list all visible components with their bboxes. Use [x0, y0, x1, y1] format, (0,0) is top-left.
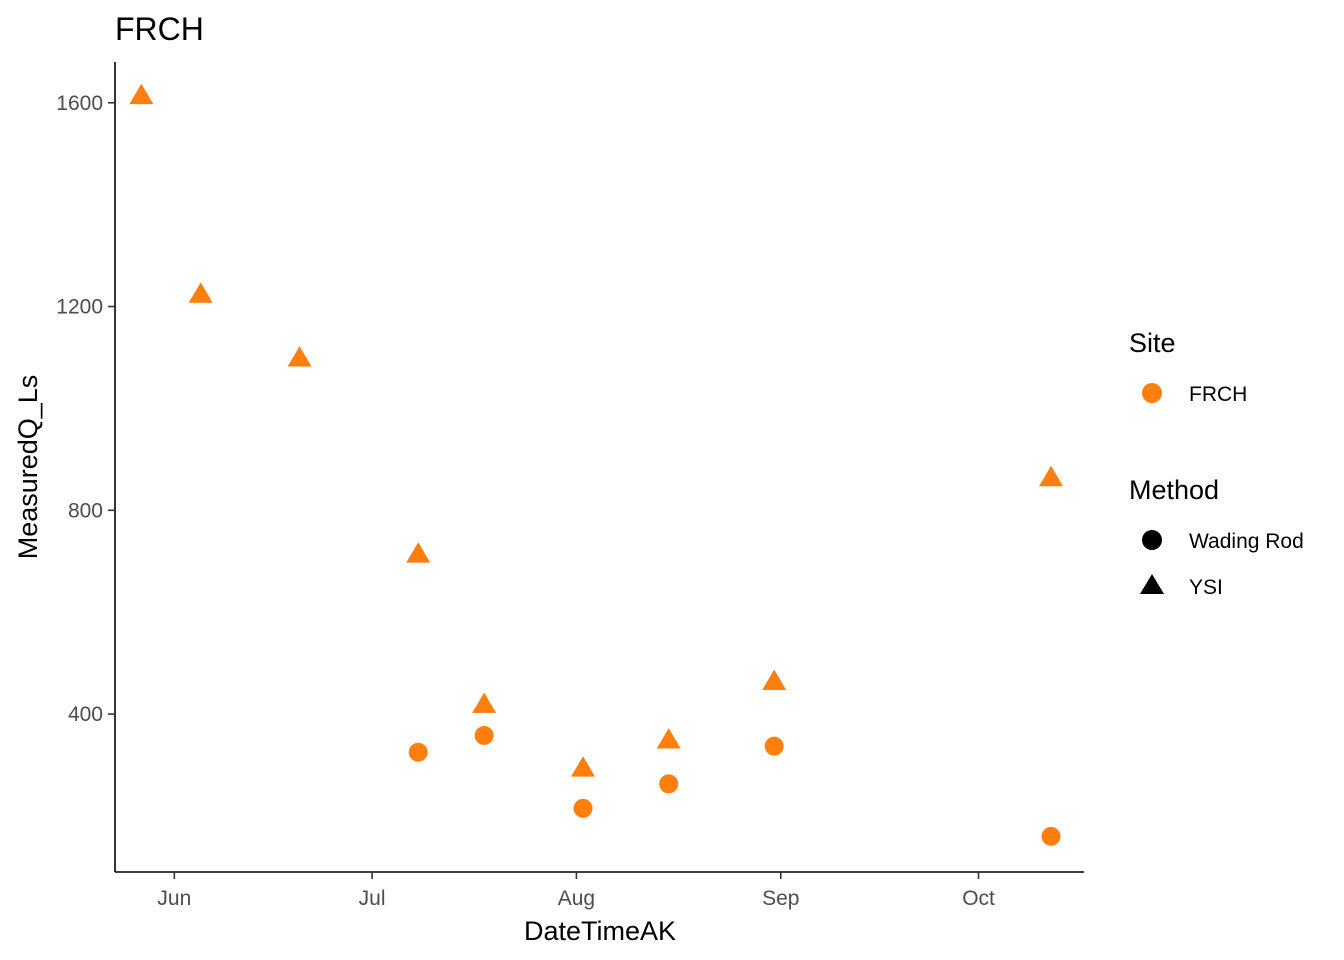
ysi-point [188, 282, 213, 303]
x-tick-label: Jun [157, 887, 191, 910]
y-tick-label: 1200 [56, 296, 103, 319]
wading-rod-point [573, 798, 593, 818]
legend-label-frch: FRCH [1189, 383, 1247, 406]
legend-title-site: Site [1129, 328, 1176, 358]
legend-label-ysi: YSI [1189, 576, 1223, 599]
wading-rod-point [474, 725, 494, 745]
ysi-point [129, 83, 154, 105]
wading-rod-point [659, 774, 679, 794]
x-axis-title: DateTimeAK [524, 916, 676, 946]
ysi-point [472, 692, 497, 713]
wading-rod-point [408, 742, 428, 762]
y-axis-title: MeasuredQ_Ls [13, 375, 43, 560]
x-tick-label: Jul [359, 887, 386, 910]
ysi-point [287, 346, 312, 367]
ysi-point [571, 756, 596, 777]
wading-rod-point [1041, 826, 1061, 846]
x-tick-label: Oct [962, 887, 995, 910]
ysi-point [656, 728, 681, 749]
legend-title-method: Method [1129, 475, 1219, 505]
legend-key-wading-rod [1142, 530, 1162, 550]
x-axis-ticks: Jun Jul Aug Sep Oct [157, 872, 995, 910]
ysi-point [406, 542, 431, 563]
ysi-point [1039, 465, 1064, 487]
plot-panel: 400 800 1200 1600 Jun Jul Aug Sep Oct [56, 62, 1084, 910]
ysi-point [762, 669, 787, 690]
chart-title: FRCH [115, 11, 204, 47]
y-axis-ticks: 400 800 1200 1600 [56, 92, 115, 726]
y-tick-label: 400 [68, 703, 103, 726]
x-tick-label: Sep [762, 887, 799, 910]
data-points [129, 83, 1064, 846]
legend-label-wading-rod: Wading Rod [1189, 530, 1304, 553]
legend-key-frch [1142, 383, 1162, 403]
x-tick-label: Aug [558, 887, 595, 910]
legend: Site FRCH Method Wading Rod YSI [1129, 328, 1304, 599]
wading-rod-point [764, 736, 784, 756]
y-tick-label: 800 [68, 499, 103, 522]
legend-key-ysi [1140, 574, 1164, 594]
y-tick-label: 1600 [56, 92, 103, 115]
